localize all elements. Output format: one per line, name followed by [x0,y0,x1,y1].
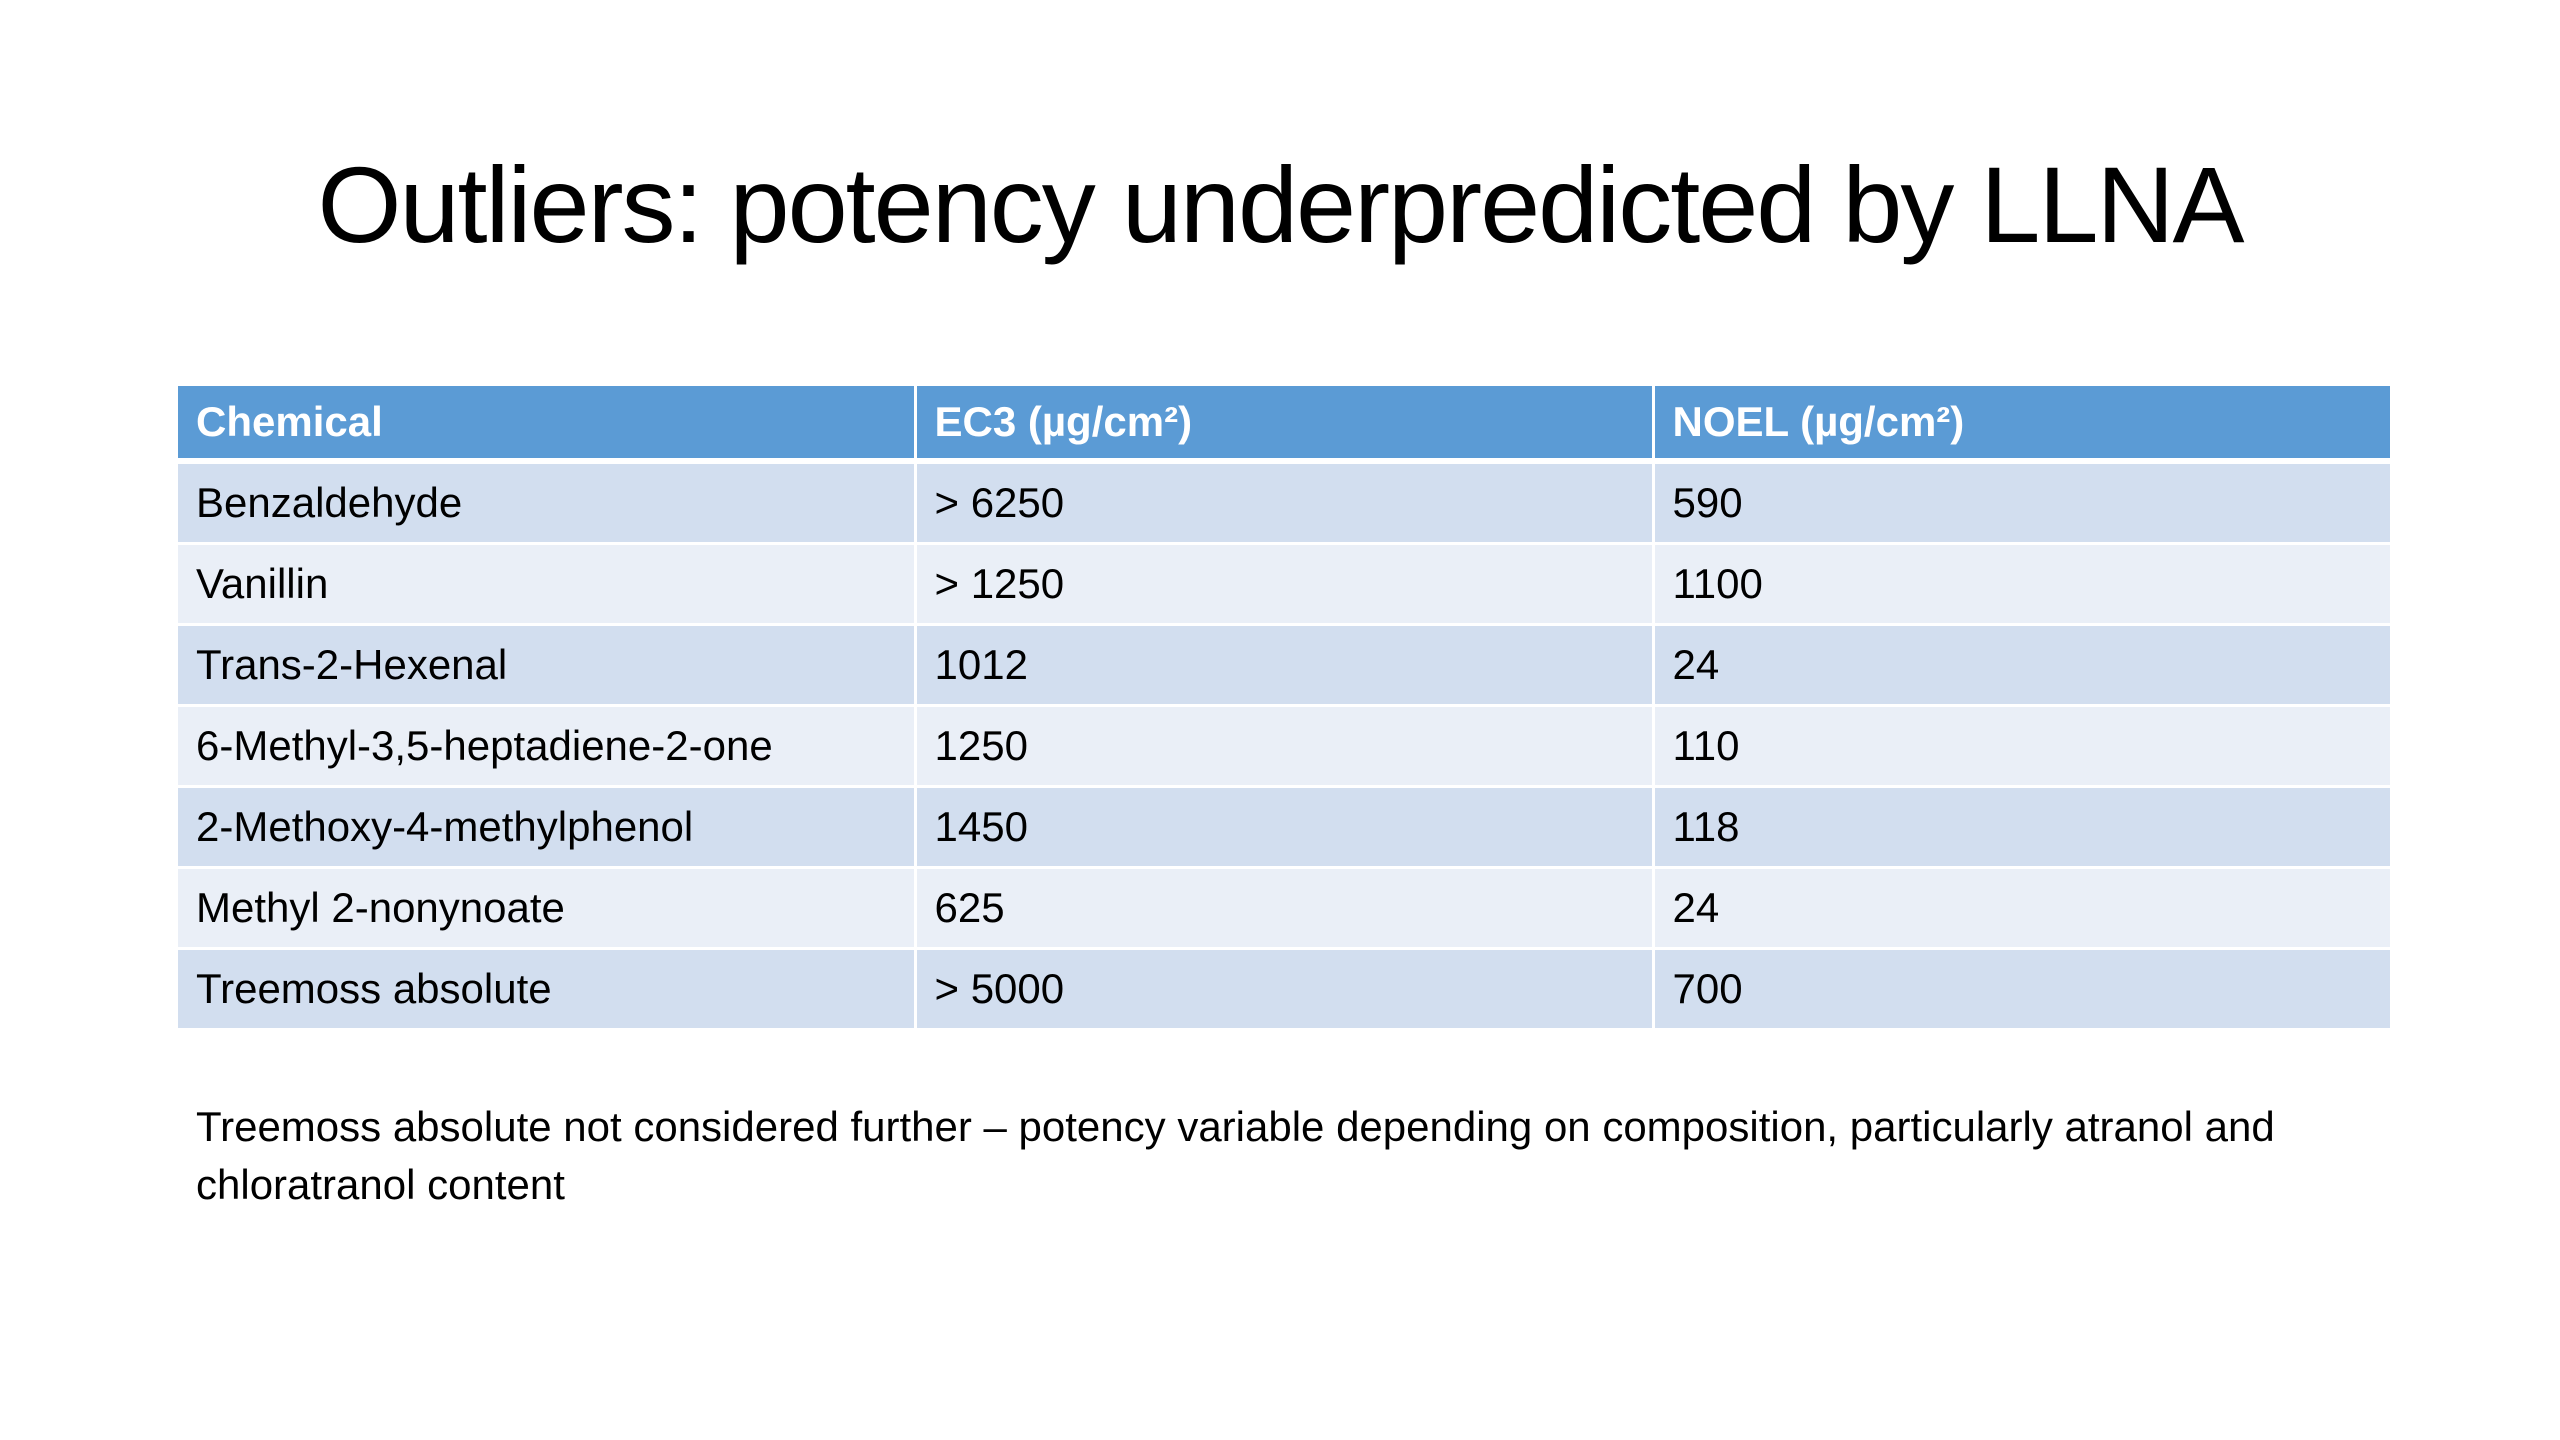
cell-noel: 700 [1653,948,2390,1028]
cell-noel: 118 [1653,786,2390,869]
cell-ec3: 1450 [915,786,1655,869]
table-row: Treemoss absolute > 5000 700 [178,948,2390,1028]
header-chemical: Chemical [178,386,917,464]
table-header-row: Chemical EC3 (µg/cm²) NOEL (µg/cm²) [178,386,2390,464]
cell-ec3: > 5000 [915,948,1655,1028]
table-row: Vanillin > 1250 1100 [178,543,2390,626]
cell-noel: 24 [1653,624,2390,707]
table-row: Benzaldehyde > 6250 590 [178,461,2390,545]
chemical-potency-table: Chemical EC3 (µg/cm²) NOEL (µg/cm²) Benz… [178,386,2390,1028]
cell-chemical: Vanillin [178,543,917,626]
cell-ec3: > 6250 [915,461,1655,545]
cell-ec3: 625 [915,867,1655,950]
cell-chemical: Benzaldehyde [178,461,917,545]
cell-chemical: Methyl 2-nonynoate [178,867,917,950]
cell-ec3: > 1250 [915,543,1655,626]
cell-chemical: Trans-2-Hexenal [178,624,917,707]
cell-chemical: 6-Methyl-3,5-heptadiene-2-one [178,705,917,788]
table-row: 2-Methoxy-4-methylphenol 1450 118 [178,786,2390,869]
cell-chemical: 2-Methoxy-4-methylphenol [178,786,917,869]
cell-noel: 1100 [1653,543,2390,626]
cell-ec3: 1250 [915,705,1655,788]
slide-title: Outliers: potency underpredicted by LLNA [317,144,2244,265]
cell-chemical: Treemoss absolute [178,948,917,1028]
cell-noel: 110 [1653,705,2390,788]
cell-noel: 24 [1653,867,2390,950]
cell-ec3: 1012 [915,624,1655,707]
table-row: Methyl 2-nonynoate 625 24 [178,867,2390,950]
slide-footnote: Treemoss absolute not considered further… [196,1103,2275,1208]
cell-noel: 590 [1653,461,2390,545]
data-table-container: Chemical EC3 (µg/cm²) NOEL (µg/cm²) Benz… [178,386,2390,1028]
table-row: 6-Methyl-3,5-heptadiene-2-one 1250 110 [178,705,2390,788]
header-ec3: EC3 (µg/cm²) [915,386,1655,464]
table-row: Trans-2-Hexenal 1012 24 [178,624,2390,707]
header-noel: NOEL (µg/cm²) [1653,386,2390,464]
